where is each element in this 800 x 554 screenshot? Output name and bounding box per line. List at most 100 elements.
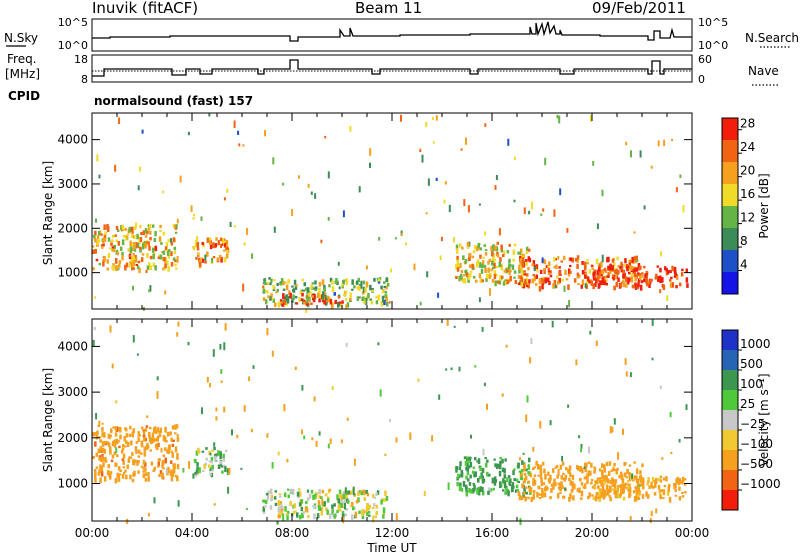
echo-cell — [320, 506, 324, 512]
echo-cell — [634, 260, 637, 264]
echo-cell — [518, 269, 521, 274]
echo-cell — [144, 235, 148, 238]
echo-cell — [568, 477, 571, 481]
echo-cell — [154, 265, 157, 271]
echo-cell — [112, 426, 115, 429]
echo-cell — [108, 442, 111, 448]
echo-cell — [133, 242, 136, 248]
echo-cell — [478, 486, 481, 490]
echo-cell — [373, 277, 376, 282]
echo-cell — [121, 224, 125, 231]
echo-cell — [173, 246, 177, 251]
echo-cell — [344, 513, 347, 517]
echo-cell — [598, 271, 602, 277]
echo-cell — [344, 298, 348, 301]
echo-cell — [497, 280, 500, 284]
power-echoes — [92, 113, 689, 313]
echo-noise — [338, 286, 341, 290]
echo-cell — [544, 277, 548, 284]
echo-cell — [124, 427, 127, 430]
echo-cell — [667, 486, 670, 493]
echo-cell — [152, 262, 156, 268]
echo-cell — [480, 472, 483, 476]
echo-cell — [636, 491, 639, 495]
echo-noise — [291, 209, 294, 217]
echo-cell — [137, 449, 141, 454]
echo-noise — [243, 242, 246, 246]
echo-cell — [585, 281, 588, 285]
echo-cell — [144, 467, 147, 472]
echo-cell — [633, 266, 636, 271]
echo-noise — [192, 473, 195, 479]
echo-cell — [628, 472, 631, 476]
echo-cell — [509, 478, 512, 483]
echo-cell — [210, 456, 214, 461]
echo-cell — [513, 270, 517, 274]
echo-cell — [132, 253, 135, 256]
echo-cell — [159, 470, 163, 474]
echo-noise — [315, 440, 318, 447]
echo-noise — [388, 301, 391, 304]
echo-cell — [666, 491, 670, 496]
echo-cell — [583, 462, 587, 467]
echo-cell — [600, 261, 603, 268]
echo-cell — [508, 481, 511, 485]
echo-cell — [153, 238, 157, 242]
echo-cell — [670, 276, 673, 280]
echo-cell — [593, 466, 596, 469]
echo-cell — [383, 281, 386, 284]
echo-cell — [468, 481, 472, 486]
echo-cell — [681, 492, 684, 494]
power-ylabel: Slant Range [km] — [41, 161, 55, 265]
echo-cell — [141, 243, 145, 250]
echo-cell — [132, 260, 136, 266]
echo-noise — [246, 227, 249, 235]
echo-cell — [466, 471, 470, 475]
echo-cell — [501, 458, 504, 464]
echo-noise — [521, 472, 524, 475]
echo-noise — [643, 205, 646, 210]
echo-cell — [504, 458, 507, 462]
echo-cell — [326, 509, 329, 515]
echo-cell — [494, 479, 498, 483]
echo-noise — [266, 328, 269, 336]
echo-cell — [287, 279, 290, 284]
velocity-colorbar-swatch — [722, 470, 738, 490]
echo-cell — [269, 505, 273, 510]
echo-cell — [105, 441, 108, 444]
echo-cell — [491, 251, 494, 257]
echo-cell — [223, 257, 227, 261]
echo-cell — [497, 463, 501, 468]
echo-cell — [493, 273, 497, 280]
echo-cell — [305, 287, 308, 291]
echo-noise — [141, 129, 144, 134]
echo-cell — [134, 446, 138, 452]
echo-cell — [506, 477, 509, 482]
echo-cell — [669, 279, 672, 282]
echo-cell — [194, 240, 198, 243]
echo-noise — [344, 503, 346, 510]
echo-cell — [320, 510, 323, 516]
echo-cell — [345, 279, 349, 286]
echo-cell — [609, 264, 612, 271]
echo-noise — [638, 484, 641, 487]
echo-cell — [386, 282, 390, 287]
echo-cell — [532, 481, 535, 486]
echo-cell — [521, 261, 525, 267]
freq-tick-top: 18 — [74, 53, 88, 66]
echo-cell — [579, 477, 582, 482]
echo-cell — [137, 431, 140, 437]
date-title: 09/Feb/2011 — [592, 0, 686, 17]
echo-noise — [444, 181, 447, 185]
echo-noise — [484, 231, 487, 236]
echo-noise — [109, 325, 112, 333]
echo-cell — [121, 255, 124, 261]
echo-noise — [419, 148, 422, 152]
echo-cell — [471, 470, 475, 474]
echo-cell — [535, 283, 538, 286]
echo-noise — [219, 344, 222, 350]
echo-cell — [117, 473, 120, 478]
echo-cell — [607, 488, 610, 494]
